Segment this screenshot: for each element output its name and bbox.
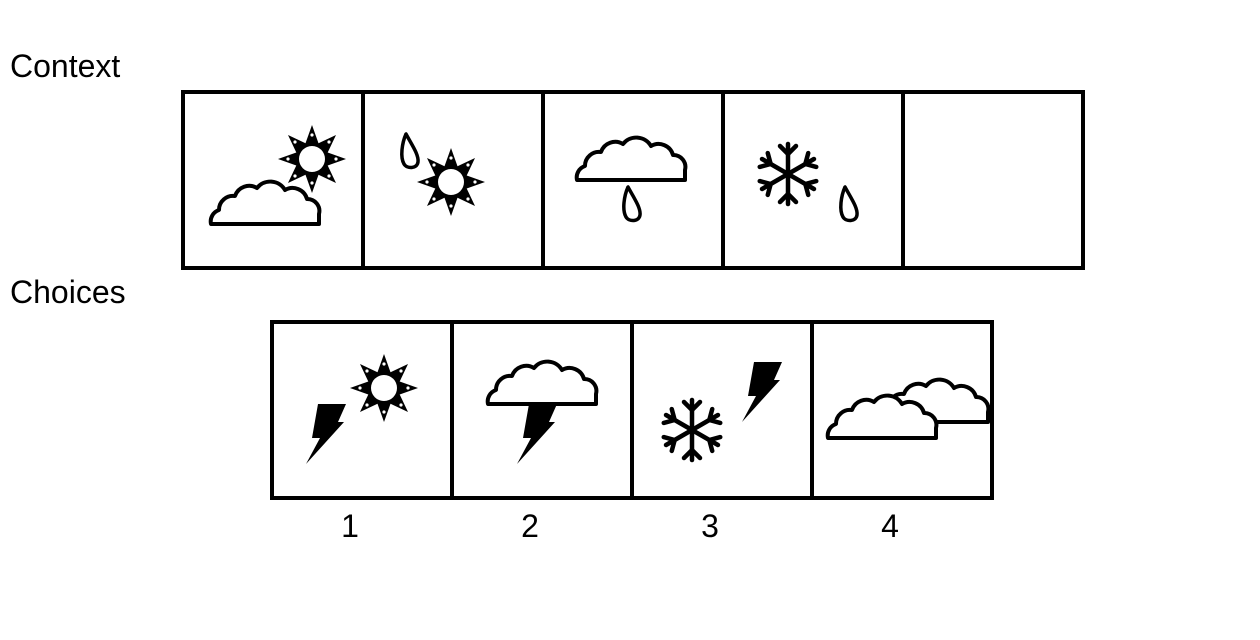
choices-label: Choices xyxy=(10,274,126,310)
sun-icon xyxy=(417,148,485,216)
choice-panel-4[interactable] xyxy=(814,324,990,496)
choice-number-1: 1 xyxy=(341,508,359,544)
snowflake-icon xyxy=(758,144,818,204)
raindrop-icon xyxy=(839,185,859,223)
snowflake-icon xyxy=(662,400,722,460)
context-label: Context xyxy=(10,48,121,84)
context-panel-4 xyxy=(725,94,905,266)
cloud-icon xyxy=(208,179,322,226)
context-strip xyxy=(181,90,1085,270)
context-panel-5-empty xyxy=(905,94,1081,266)
context-panel-3 xyxy=(545,94,725,266)
lightning-icon xyxy=(306,404,346,464)
choice-panel-2[interactable] xyxy=(454,324,634,496)
choice-panel-1[interactable] xyxy=(274,324,454,496)
choices-strip xyxy=(270,320,994,500)
raindrop-icon xyxy=(400,132,420,170)
choice-number-4: 4 xyxy=(881,508,899,544)
context-panel-1 xyxy=(185,94,365,266)
lightning-icon xyxy=(517,404,557,464)
context-panel-2 xyxy=(365,94,545,266)
choice-panel-3[interactable] xyxy=(634,324,814,496)
raindrop-icon xyxy=(622,185,642,223)
sun-icon xyxy=(350,354,418,422)
lightning-icon xyxy=(742,362,782,422)
cloud-icon xyxy=(574,135,688,182)
sun-icon xyxy=(278,125,346,193)
choice-number-2: 2 xyxy=(521,508,539,544)
cloud-icon xyxy=(485,359,599,406)
choice-number-3: 3 xyxy=(701,508,719,544)
